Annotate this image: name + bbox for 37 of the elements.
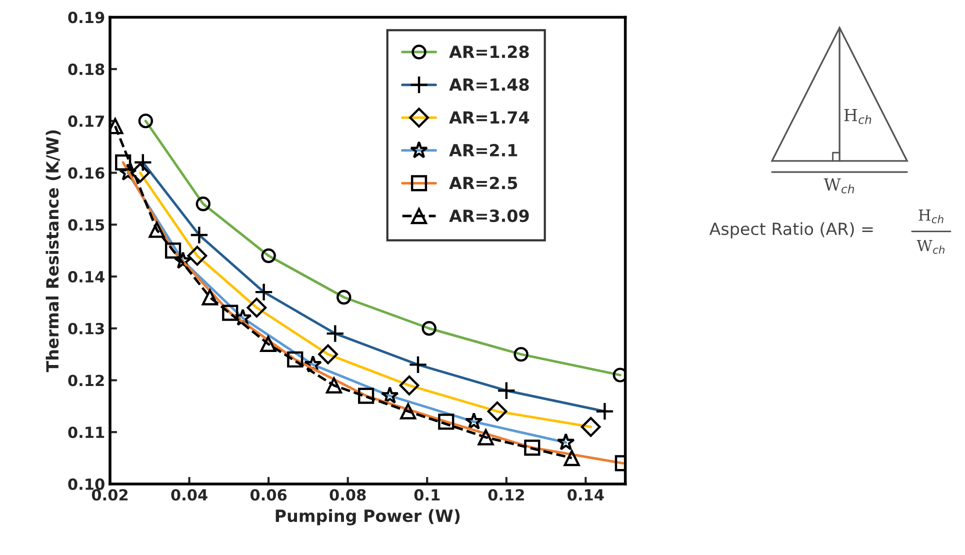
y-tick-label: 0.16 xyxy=(68,167,104,179)
y-tick-label: 0.12 xyxy=(68,374,104,386)
text: H$_{ch}$ xyxy=(844,108,872,124)
y-tick-label: 0.17 xyxy=(68,115,104,127)
point xyxy=(260,336,276,352)
x-tick-label: 0.02 xyxy=(92,489,128,501)
y-axis-title: Thermal Resistance (K/W) xyxy=(46,130,61,372)
legend-label: AR=1.74 xyxy=(449,111,530,124)
legend-label: AR=1.48 xyxy=(449,78,529,91)
text: W$_{ch}$ xyxy=(824,178,854,194)
legend-label: AR=3.09 xyxy=(449,209,529,222)
legend-label: AR=2.1 xyxy=(449,144,518,156)
x-tick-label: 0.1 xyxy=(414,489,440,501)
point xyxy=(148,222,165,238)
y-tick-label: 0.10 xyxy=(68,478,104,490)
y-tick-label: 0.11 xyxy=(68,426,104,438)
y-tick-label: 0.14 xyxy=(68,270,104,283)
text: W$_{ch}$ xyxy=(916,240,944,254)
point xyxy=(326,377,342,394)
y-tick-label: 0.15 xyxy=(68,219,104,231)
point xyxy=(478,429,494,446)
y-tick-label: 0.19 xyxy=(68,12,104,24)
legend-label: AR=1.28 xyxy=(449,46,529,58)
x-tick-label: 0.14 xyxy=(568,489,604,501)
x-tick-label: 0.06 xyxy=(250,489,287,501)
text: Aspect Ratio (AR) = xyxy=(709,222,873,238)
x-tick-label: 0.04 xyxy=(171,489,208,501)
y-tick-label: 0.13 xyxy=(68,322,104,334)
x-axis-title: Pumping Power (W) xyxy=(276,509,460,526)
point xyxy=(564,450,580,466)
text: H$_{ch}$ xyxy=(918,210,944,224)
point xyxy=(202,289,218,306)
y-tick-label: 0.18 xyxy=(68,64,104,76)
point xyxy=(400,403,416,420)
x-tick-label: 0.08 xyxy=(330,489,366,501)
legend-label: AR=2.5 xyxy=(449,176,518,190)
x-tick-label: 0.12 xyxy=(488,489,524,501)
